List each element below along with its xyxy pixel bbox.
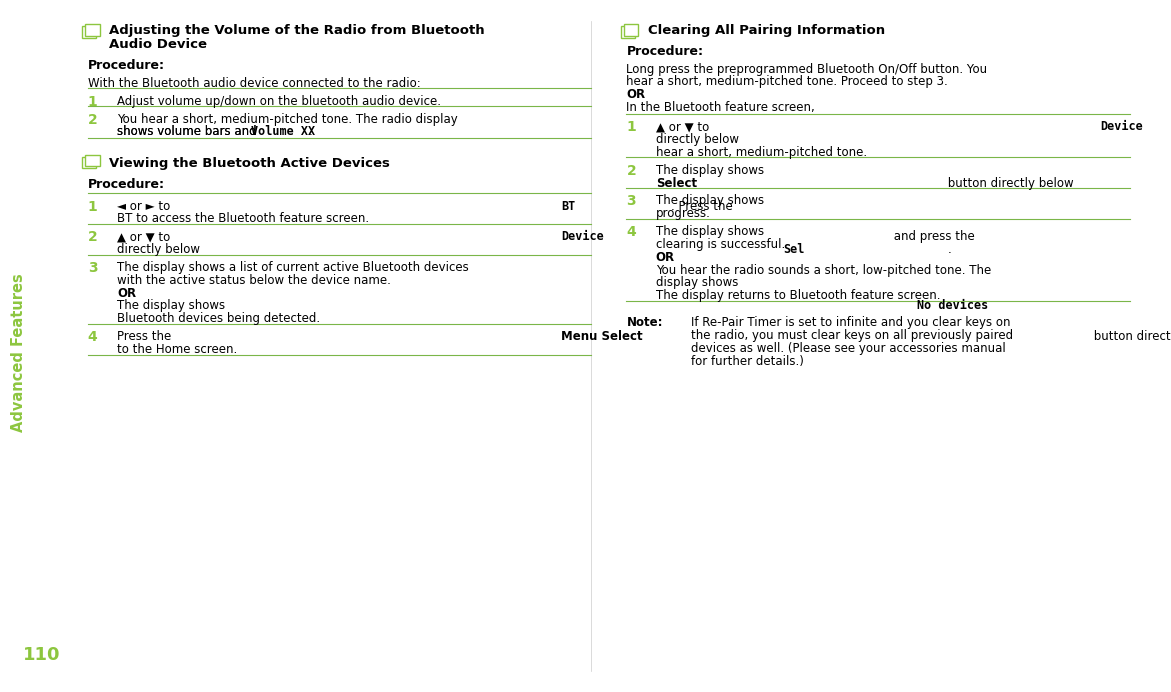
Text: The display shows: The display shows <box>656 194 768 208</box>
Text: The display shows a list of current active Bluetooth devices: The display shows a list of current acti… <box>117 261 468 274</box>
Text: The display returns to Bluetooth feature screen.: The display returns to Bluetooth feature… <box>656 289 940 302</box>
Text: 2: 2 <box>88 113 97 127</box>
Text: 3: 3 <box>88 261 97 275</box>
Text: ◄ or ► to: ◄ or ► to <box>117 199 174 212</box>
Text: You hear a short, medium-pitched tone. The radio display: You hear a short, medium-pitched tone. T… <box>117 113 458 125</box>
Text: shows volume bars and: shows volume bars and <box>117 125 260 138</box>
Text: ▲ or ▼ to: ▲ or ▼ to <box>656 120 713 134</box>
Text: and press the: and press the <box>890 230 979 244</box>
Text: clearing is successful.: clearing is successful. <box>656 238 785 251</box>
Text: Bluetooth devices being detected.: Bluetooth devices being detected. <box>117 312 320 325</box>
Text: directly below: directly below <box>117 243 204 256</box>
Text: The display shows: The display shows <box>656 164 768 176</box>
Text: 1: 1 <box>88 95 97 109</box>
Text: devices as well. (Please see your accessories manual: devices as well. (Please see your access… <box>691 342 1006 355</box>
Text: The display shows: The display shows <box>656 225 768 238</box>
Text: the radio, you must clear keys on all previously paired: the radio, you must clear keys on all pr… <box>691 329 1013 342</box>
Text: Audio Device: Audio Device <box>109 38 207 51</box>
Text: 1: 1 <box>626 120 636 134</box>
Text: Note:: Note: <box>626 316 663 329</box>
Text: for further details.): for further details.) <box>691 354 803 367</box>
Text: Press the: Press the <box>117 330 176 343</box>
Text: No devices: No devices <box>917 300 988 313</box>
Text: progress.: progress. <box>656 208 711 220</box>
Text: hear a short, medium-pitched tone.: hear a short, medium-pitched tone. <box>656 146 867 159</box>
Text: button directly below: button directly below <box>944 176 1077 190</box>
Text: Advanced Features: Advanced Features <box>12 273 26 432</box>
Text: In the Bluetooth feature screen,: In the Bluetooth feature screen, <box>626 101 815 114</box>
Text: Volume XX: Volume XX <box>251 125 315 138</box>
Text: Select: Select <box>656 176 697 190</box>
Text: button directly below: button directly below <box>1090 330 1171 343</box>
Text: to the Home screen.: to the Home screen. <box>117 343 238 356</box>
Text: Adjust volume up/down on the bluetooth audio device.: Adjust volume up/down on the bluetooth a… <box>117 95 441 108</box>
Text: Adjusting the Volume of the Radio from Bluetooth: Adjusting the Volume of the Radio from B… <box>109 24 485 37</box>
Text: Viewing the Bluetooth Active Devices: Viewing the Bluetooth Active Devices <box>109 157 390 170</box>
Text: 1: 1 <box>88 199 97 214</box>
Text: .: . <box>309 125 313 138</box>
FancyBboxPatch shape <box>85 24 100 36</box>
Text: OR: OR <box>626 89 645 101</box>
Text: You hear the radio sounds a short, low-pitched tone. The: You hear the radio sounds a short, low-p… <box>656 264 991 277</box>
FancyBboxPatch shape <box>624 24 638 36</box>
Text: Device: Device <box>1100 120 1143 134</box>
Text: 110: 110 <box>23 646 61 664</box>
Text: ▲ or ▼ to: ▲ or ▼ to <box>117 230 174 244</box>
Text: With the Bluetooth audio device connected to the radio:: With the Bluetooth audio device connecte… <box>88 77 420 90</box>
Text: BT: BT <box>561 199 575 212</box>
Text: Menu Select: Menu Select <box>561 330 643 343</box>
Text: Long press the preprogrammed Bluetooth On/Off button. You: Long press the preprogrammed Bluetooth O… <box>626 63 987 75</box>
Text: with the active status below the device name.: with the active status below the device … <box>117 274 391 287</box>
Text: Procedure:: Procedure: <box>88 59 165 72</box>
Text: hear a short, medium-pitched tone. Proceed to step 3.: hear a short, medium-pitched tone. Proce… <box>626 75 949 89</box>
Text: shows volume bars and: shows volume bars and <box>117 125 260 138</box>
Text: display shows: display shows <box>656 276 742 289</box>
Text: 3: 3 <box>626 194 636 208</box>
Text: 4: 4 <box>626 225 636 239</box>
Text: OR: OR <box>117 286 136 300</box>
Text: directly below: directly below <box>656 133 742 146</box>
Text: If Re-Pair Timer is set to infinite and you clear keys on: If Re-Pair Timer is set to infinite and … <box>691 316 1011 329</box>
Text: OR: OR <box>656 251 674 264</box>
FancyBboxPatch shape <box>85 155 100 166</box>
Text: . Press the: . Press the <box>671 199 737 212</box>
Text: 2: 2 <box>88 230 97 244</box>
Text: Procedure:: Procedure: <box>626 45 704 57</box>
Text: Clearing All Pairing Information: Clearing All Pairing Information <box>648 24 884 37</box>
Text: The display shows: The display shows <box>117 300 230 313</box>
Text: 4: 4 <box>88 330 97 344</box>
Text: BT to access the Bluetooth feature screen.: BT to access the Bluetooth feature scree… <box>117 212 369 226</box>
Text: Device: Device <box>561 230 604 244</box>
Text: Sel: Sel <box>783 243 804 256</box>
Text: .: . <box>949 243 952 256</box>
Text: Procedure:: Procedure: <box>88 178 165 191</box>
Text: 2: 2 <box>626 164 636 178</box>
